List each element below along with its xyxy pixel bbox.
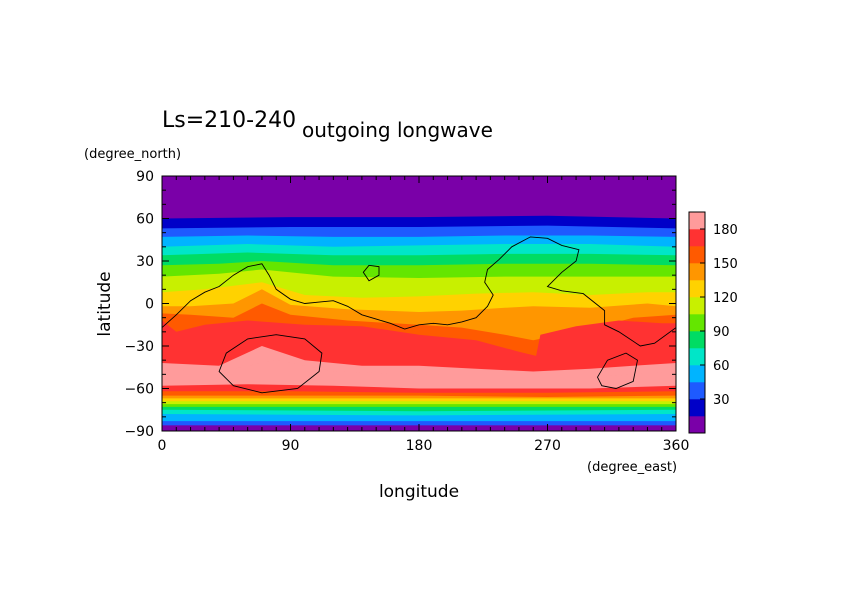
colorbar-swatch — [689, 212, 705, 230]
x-tick-label: 180 — [406, 438, 433, 454]
colorbar-swatch — [689, 348, 705, 366]
x-tick-label: 90 — [282, 438, 300, 454]
chart-subtitle: Ls=210-240 — [162, 108, 296, 133]
x-tick-label: 0 — [158, 438, 167, 454]
colorbar-swatch — [689, 365, 705, 383]
colorbar-tick-label: 120 — [713, 291, 738, 306]
colorbar-frame — [688, 211, 706, 434]
y-tick-label: −90 — [124, 424, 154, 440]
x-axis-unit: (degree_east) — [587, 460, 677, 475]
colorbar-tick-label: 180 — [713, 223, 738, 238]
y-tick-label: 30 — [136, 254, 154, 270]
topography-contours — [162, 236, 676, 394]
colorbar-swatch — [689, 331, 705, 349]
y-tick-label: 60 — [136, 212, 154, 228]
heatmap-area — [162, 176, 676, 431]
colorbar-swatch — [689, 229, 705, 247]
colorbar-swatch — [689, 297, 705, 315]
colorbar-swatch — [689, 399, 705, 417]
contour-line-1 — [218, 334, 323, 394]
contour-line-2 — [362, 264, 380, 282]
colorbar-swatch — [689, 246, 705, 264]
colorbar-swatch — [689, 280, 705, 298]
contour-line-0 — [162, 236, 676, 347]
colorbar-swatch — [689, 416, 705, 434]
colorbar-tick-label: 150 — [713, 257, 738, 272]
x-axis-label: longitude — [379, 482, 459, 502]
colorbar: 30 60 90 120 150 180 — [688, 211, 738, 434]
colorbar-swatch — [689, 382, 705, 400]
contour-line-3 — [596, 352, 639, 389]
y-axis-label: latitude — [95, 271, 115, 336]
y-tick-label: −60 — [124, 382, 154, 398]
y-tick-label: −30 — [124, 339, 154, 355]
y-tick-label: 90 — [136, 169, 154, 185]
x-axis: 0 90 180 270 360 — [158, 176, 690, 454]
colorbar-tick-label: 90 — [713, 325, 730, 340]
x-tick-label: 270 — [534, 438, 561, 454]
y-tick-label: 0 — [145, 297, 154, 313]
x-tick-label: 360 — [663, 438, 690, 454]
colorbar-tick-label: 30 — [713, 393, 730, 408]
chart-title: outgoing longwave — [302, 118, 493, 142]
y-axis-unit: (degree_north) — [84, 147, 181, 162]
y-axis: 90 60 30 0 −30 −60 −90 — [124, 169, 676, 440]
colorbar-swatch — [689, 263, 705, 281]
colorbar-swatch — [689, 314, 705, 332]
colorbar-tick-label: 60 — [713, 359, 730, 374]
